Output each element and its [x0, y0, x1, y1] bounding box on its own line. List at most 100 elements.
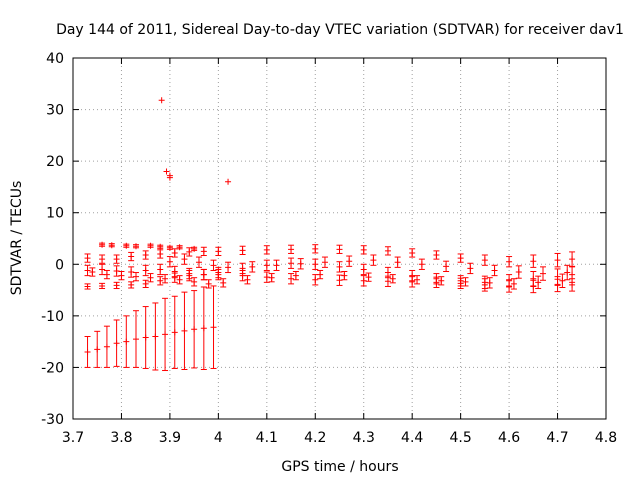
data-point — [113, 256, 120, 263]
data-point — [142, 252, 149, 259]
data-point — [515, 269, 522, 276]
y-axis-label: SDTVAR / TECUs — [9, 181, 25, 296]
data-point — [409, 249, 416, 256]
series-track6 — [166, 253, 571, 281]
data-point — [249, 263, 256, 270]
data-point — [171, 249, 178, 256]
data-point — [84, 283, 91, 290]
data-point — [103, 343, 110, 350]
data-point — [317, 271, 324, 278]
data-point — [433, 275, 440, 282]
series-outliers — [158, 97, 232, 185]
x-tick-label: 4 — [214, 430, 223, 446]
data-point — [118, 272, 125, 279]
data-point — [99, 256, 106, 263]
data-point — [292, 272, 299, 279]
data-point — [506, 277, 513, 284]
y-tick-label: -30 — [41, 412, 64, 428]
data-point — [142, 280, 149, 287]
data-point — [103, 271, 110, 278]
y-tick-label: -20 — [41, 360, 64, 376]
data-point — [215, 269, 222, 276]
y-tick-label: 0 — [55, 257, 64, 273]
data-point — [113, 267, 120, 274]
data-point — [370, 257, 377, 264]
data-point — [559, 277, 566, 284]
data-point — [225, 178, 232, 185]
data-point — [200, 271, 207, 278]
data-point — [321, 259, 328, 266]
data-point — [191, 326, 198, 333]
data-point — [152, 333, 159, 340]
data-point — [486, 279, 493, 286]
data-point — [384, 278, 391, 285]
data-point — [157, 243, 164, 250]
series-track3 — [84, 257, 576, 290]
data-point — [263, 246, 270, 253]
x-tick-label: 3.9 — [159, 430, 181, 446]
y-tick-label: 30 — [46, 103, 64, 119]
data-point — [288, 260, 295, 267]
data-point — [268, 274, 275, 281]
data-point — [166, 244, 173, 251]
data-point — [297, 260, 304, 267]
data-point — [510, 280, 517, 287]
data-point — [132, 336, 139, 343]
data-point — [336, 246, 343, 253]
data-point — [288, 246, 295, 253]
data-point — [157, 266, 164, 273]
x-tick-label: 4.2 — [304, 430, 326, 446]
data-point — [166, 174, 173, 181]
data-point — [457, 255, 464, 262]
data-point — [128, 281, 135, 288]
data-point — [384, 269, 391, 276]
data-point — [360, 277, 367, 284]
data-point — [360, 266, 367, 273]
data-point — [191, 278, 198, 285]
data-point — [171, 329, 178, 336]
data-point — [99, 282, 106, 289]
x-tick-label: 4.4 — [401, 430, 423, 446]
data-point — [564, 269, 571, 276]
chart-title: Day 144 of 2011, Sidereal Day-to-day VTE… — [56, 22, 624, 38]
data-point — [462, 278, 469, 285]
data-point — [336, 263, 343, 270]
plot-border — [72, 57, 607, 420]
x-tick-label: 3.7 — [62, 430, 84, 446]
data-point — [132, 273, 139, 280]
data-point — [389, 275, 396, 282]
data-point — [162, 275, 169, 282]
data-point — [186, 270, 193, 277]
y-tick-label: 10 — [46, 206, 64, 222]
data-point — [239, 265, 246, 272]
data-point — [163, 168, 170, 175]
data-point — [365, 274, 372, 281]
series-track1 — [84, 285, 217, 372]
data-point — [128, 253, 135, 260]
data-point — [263, 274, 270, 281]
x-axis-label: GPS time / hours — [281, 459, 398, 475]
data-point — [438, 277, 445, 284]
data-point — [176, 244, 183, 251]
x-tick-label: 4.7 — [546, 430, 568, 446]
data-point — [113, 282, 120, 289]
data-point — [384, 247, 391, 254]
data-point — [132, 243, 139, 250]
data-point — [312, 261, 319, 268]
x-tick-label: 4.1 — [256, 430, 278, 446]
data-point — [554, 273, 561, 280]
data-point — [554, 257, 561, 264]
data-point — [336, 277, 343, 284]
data-point — [244, 276, 251, 283]
data-point — [239, 247, 246, 254]
data-point — [186, 248, 193, 255]
data-point — [108, 242, 115, 249]
data-point — [263, 262, 270, 269]
data-point — [418, 261, 425, 268]
data-points — [84, 97, 576, 372]
data-point — [205, 280, 212, 287]
data-point — [123, 338, 130, 345]
data-point — [171, 268, 178, 275]
data-point — [99, 241, 106, 248]
